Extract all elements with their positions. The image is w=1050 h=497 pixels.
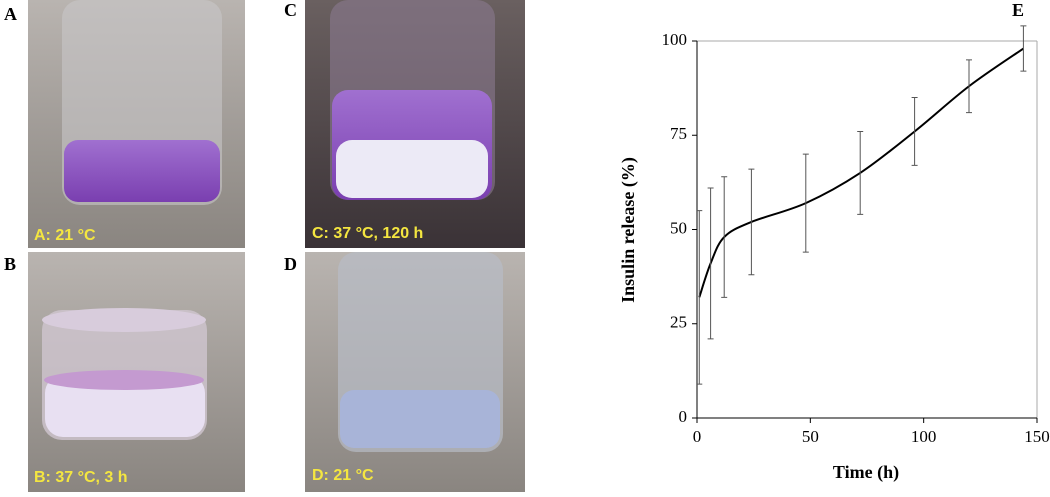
y-tick-label: 50 <box>670 218 687 237</box>
photo-b <box>28 252 245 492</box>
photo-caption: C: 37 °C, 120 h <box>312 225 423 242</box>
panel-label: E <box>1012 0 1024 20</box>
photo-d <box>305 252 525 492</box>
panel-label: B <box>4 254 16 274</box>
error-bar <box>696 210 703 385</box>
error-bar <box>748 168 755 276</box>
panel-label: D <box>284 254 297 274</box>
y-axis-label: Insulin release (%) <box>618 157 639 303</box>
panel-label: A <box>4 4 17 24</box>
panel-label: C <box>284 0 297 20</box>
y-tick-label: 75 <box>670 124 687 143</box>
y-tick-label: 100 <box>662 30 688 49</box>
error-bar <box>721 176 728 298</box>
error-bar <box>857 130 864 215</box>
error-bar <box>911 97 918 166</box>
y-tick-label: 25 <box>670 313 687 332</box>
x-tick-label: 150 <box>1024 427 1050 446</box>
x-tick-label: 0 <box>693 427 702 446</box>
photo-caption: A: 21 °C <box>34 227 96 244</box>
photo-c <box>305 0 525 248</box>
error-bar <box>802 153 809 253</box>
photo-caption: D: 21 °C <box>312 467 374 484</box>
data-line <box>698 47 1024 298</box>
x-tick-label: 100 <box>911 427 937 446</box>
error-bar <box>707 187 714 340</box>
error-bar <box>1020 25 1027 72</box>
photo-caption: B: 37 °C, 3 h <box>34 469 128 486</box>
x-axis-label: Time (h) <box>833 462 899 483</box>
error-bar <box>966 59 972 114</box>
x-tick-label: 50 <box>802 427 819 446</box>
photo-a <box>28 0 245 248</box>
y-tick-label: 0 <box>679 407 688 426</box>
